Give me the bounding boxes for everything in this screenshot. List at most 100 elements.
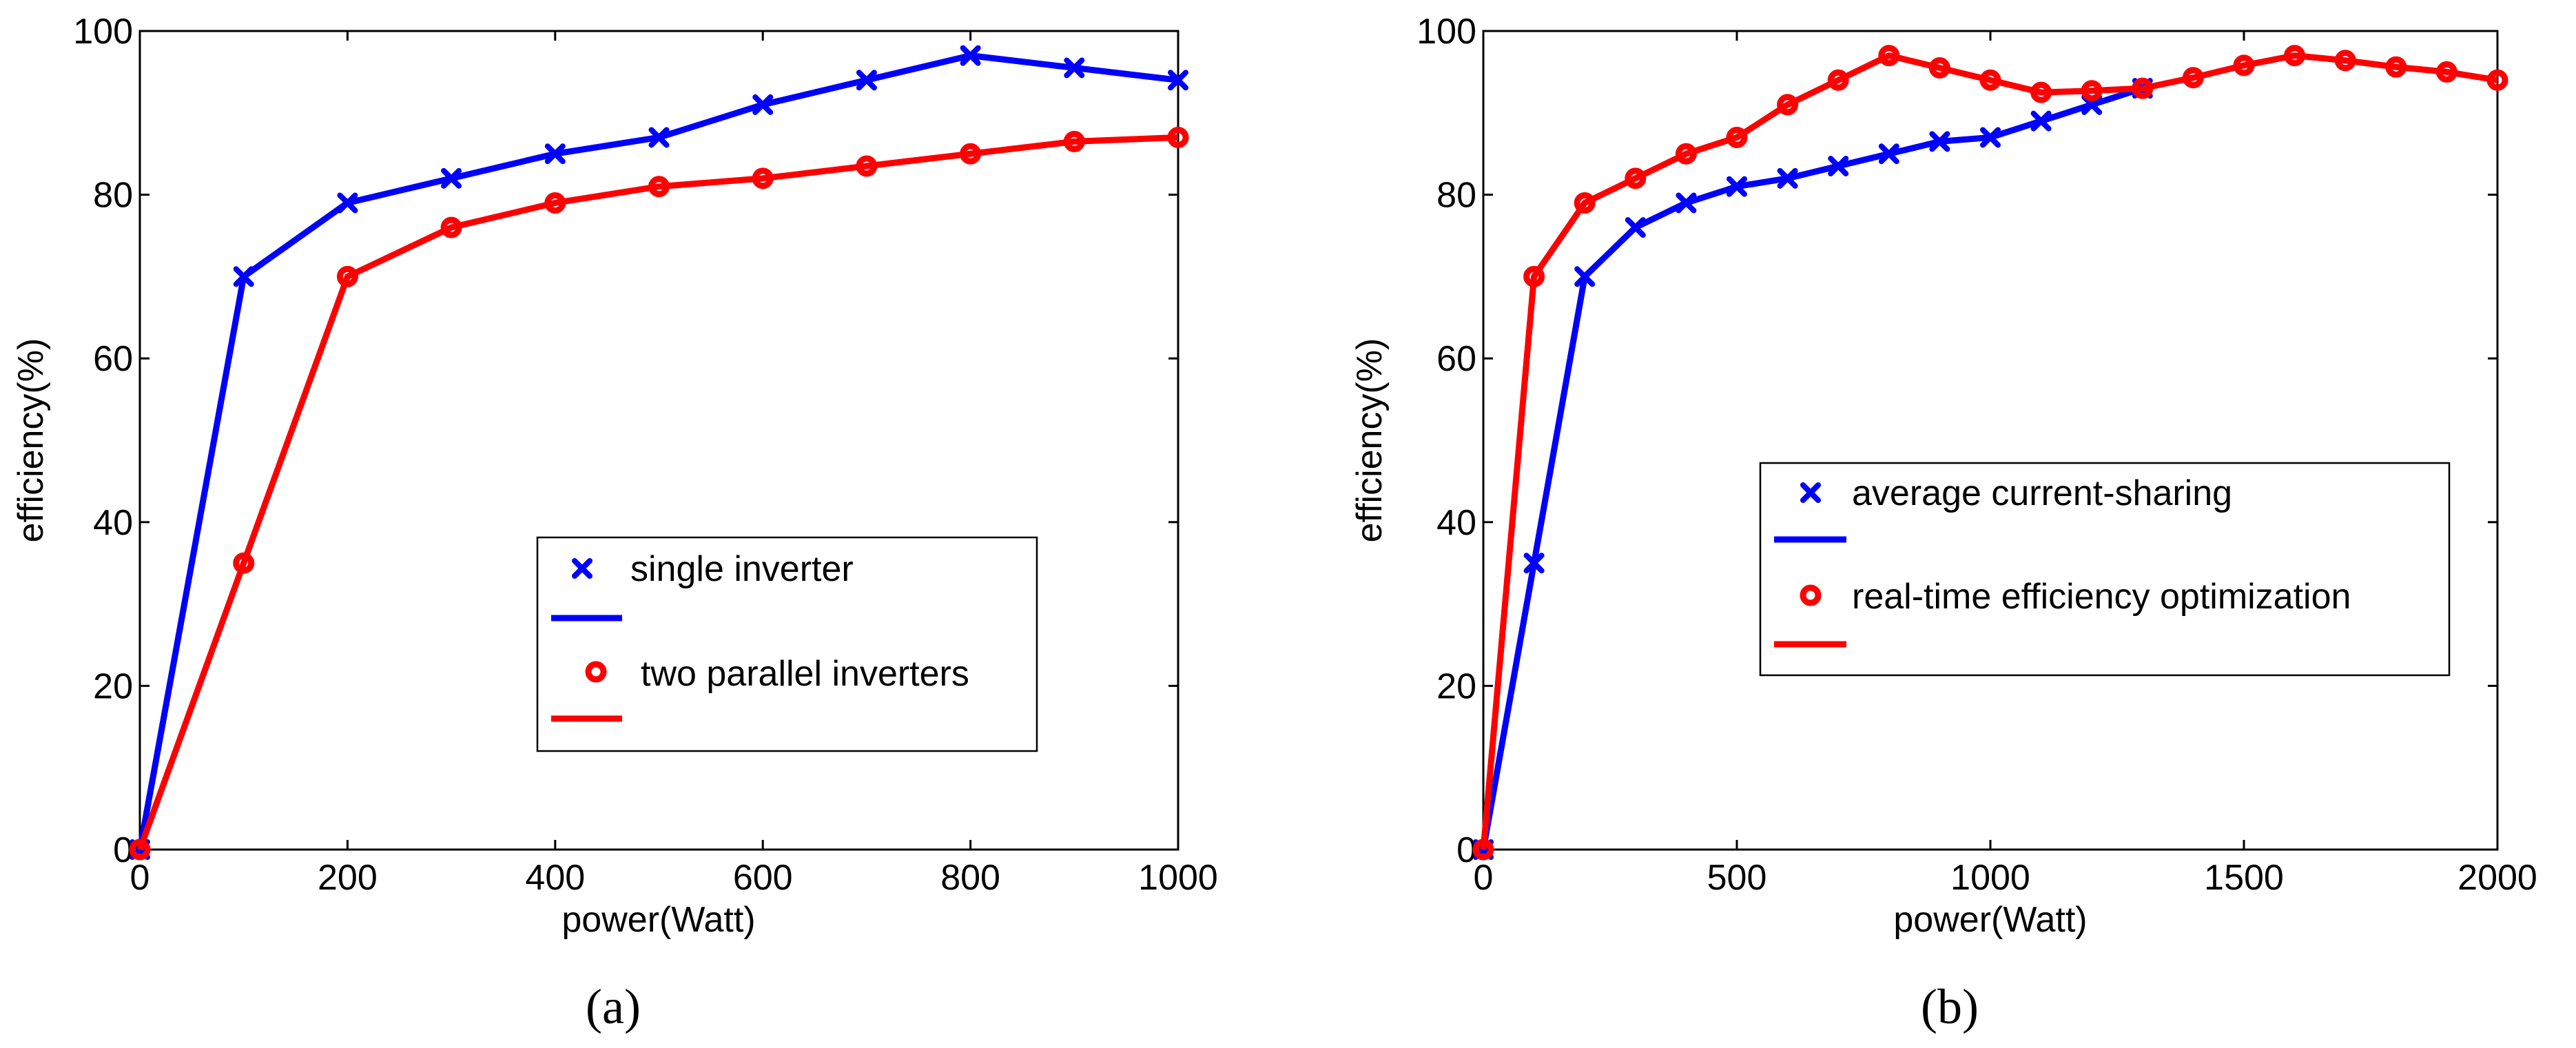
data-point bbox=[1168, 70, 1188, 91]
x-tick-label: 400 bbox=[525, 858, 585, 898]
data-point bbox=[440, 216, 462, 238]
legend-label-1: average current-sharing bbox=[1852, 473, 2232, 513]
data-point bbox=[1727, 176, 1747, 197]
data-point bbox=[1064, 57, 1085, 79]
x-tick-label: 1500 bbox=[2204, 858, 2284, 898]
x-ticks: 0 500 1000 1500 2000 bbox=[1474, 31, 2537, 898]
series-layer bbox=[1472, 45, 2508, 861]
x-tick-label: 800 bbox=[940, 858, 1000, 898]
plot-frame bbox=[1482, 30, 2499, 851]
data-point bbox=[1574, 192, 1596, 214]
legend-label-2: real-time efficiency optimization bbox=[1852, 577, 2351, 617]
data-point bbox=[1523, 553, 1545, 574]
y-tick-label: 40 bbox=[1436, 503, 1476, 543]
legend-symbol bbox=[1800, 482, 1821, 503]
legend-marker-1 bbox=[572, 558, 593, 579]
data-point bbox=[1625, 167, 1647, 189]
x-tick-label: 0 bbox=[130, 858, 150, 898]
legend-box bbox=[536, 536, 1038, 752]
series-1 bbox=[130, 45, 1188, 860]
data-point bbox=[1726, 126, 1748, 148]
data-point bbox=[1676, 192, 1697, 214]
data-point bbox=[2132, 77, 2154, 99]
series-line bbox=[136, 134, 1179, 851]
data-point bbox=[544, 143, 566, 165]
legend-label-2: two parallel inverters bbox=[641, 654, 969, 694]
legend-symbol bbox=[585, 661, 607, 683]
y-tick-label: 40 bbox=[93, 503, 133, 543]
x-tick-label: 0 bbox=[1474, 858, 1494, 898]
chart-a: 0 200 400 600 800 1000 0 20 40 60 80 100 power(Wat… bbox=[11, 12, 1218, 1034]
x-axis-label: power(Watt) bbox=[561, 900, 755, 940]
y-tick-label: 100 bbox=[1416, 12, 1476, 52]
data-point bbox=[2182, 67, 2204, 89]
y-tick-label: 20 bbox=[1436, 666, 1476, 706]
data-point bbox=[441, 167, 462, 189]
data-point bbox=[2435, 61, 2457, 83]
legend-entry-2: two parallel inverters bbox=[551, 654, 969, 722]
data-point bbox=[1777, 167, 1798, 189]
y-tick-label: 80 bbox=[1436, 176, 1476, 216]
legend-marker-2 bbox=[1800, 584, 1822, 606]
legend-label-1: single inverter bbox=[630, 549, 854, 589]
data-point bbox=[1878, 45, 1900, 67]
data-point bbox=[648, 176, 670, 198]
data-point bbox=[233, 266, 254, 287]
data-point bbox=[1928, 56, 1950, 79]
data-point bbox=[1523, 265, 1545, 287]
data-point bbox=[1827, 69, 1849, 91]
series-1 bbox=[1473, 78, 2153, 860]
data-point bbox=[129, 839, 151, 861]
plot-frame bbox=[138, 30, 1179, 851]
data-point bbox=[2385, 56, 2407, 78]
x-tick-label: 200 bbox=[318, 858, 378, 898]
data-point bbox=[2486, 69, 2508, 91]
data-point bbox=[2081, 80, 2103, 102]
data-point bbox=[1929, 131, 1950, 152]
legend-marker-2 bbox=[585, 661, 607, 683]
chart-b: 0 500 1000 1500 2000 0 20 40 60 80 100 power(Watt… bbox=[1350, 12, 2537, 1034]
data-point bbox=[648, 127, 670, 148]
x-tick-label: 600 bbox=[733, 858, 793, 898]
data-point bbox=[336, 265, 358, 287]
panel-label: (b) bbox=[1921, 979, 1979, 1034]
x-ticks: 0 200 400 600 800 1000 bbox=[130, 31, 1218, 898]
data-point bbox=[960, 143, 982, 165]
data-point bbox=[2233, 54, 2255, 76]
data-point bbox=[1828, 156, 1849, 177]
data-point bbox=[752, 94, 774, 115]
legend: single inverter two parallel inverters bbox=[536, 536, 1038, 752]
data-point bbox=[1472, 839, 1494, 861]
x-tick-label: 1000 bbox=[1950, 858, 2030, 898]
x-tick-label: 1000 bbox=[1138, 858, 1218, 898]
legend-symbol bbox=[572, 558, 593, 579]
series-layer bbox=[129, 45, 1189, 861]
legend-entry-1: single inverter bbox=[551, 549, 854, 621]
y-tick-label: 60 bbox=[1436, 339, 1476, 379]
data-point bbox=[1574, 266, 1596, 287]
data-point bbox=[2030, 110, 2052, 132]
legend-marker-1 bbox=[1800, 482, 1821, 503]
x-tick-label: 500 bbox=[1707, 858, 1767, 898]
series-2 bbox=[129, 126, 1189, 861]
y-axis-label: efficiency(%) bbox=[11, 338, 51, 543]
legend-symbol bbox=[1800, 584, 1822, 606]
y-tick-label: 20 bbox=[93, 666, 133, 706]
legend-entry-2: real-time efficiency optimization bbox=[1774, 577, 2351, 648]
data-point bbox=[856, 155, 878, 177]
data-point bbox=[1063, 130, 1085, 152]
series-2 bbox=[1472, 45, 2508, 861]
x-tick-label: 2000 bbox=[2457, 858, 2537, 898]
data-point bbox=[856, 70, 877, 91]
data-point bbox=[2334, 50, 2356, 72]
data-point bbox=[1675, 143, 1697, 165]
data-point bbox=[1878, 143, 1899, 165]
data-point bbox=[960, 45, 981, 66]
y-axis-label: efficiency(%) bbox=[1350, 338, 1390, 543]
legend-box bbox=[1759, 462, 2451, 677]
y-tick-label: 60 bbox=[93, 339, 133, 379]
data-point bbox=[1625, 217, 1646, 238]
data-point bbox=[2284, 45, 2306, 67]
